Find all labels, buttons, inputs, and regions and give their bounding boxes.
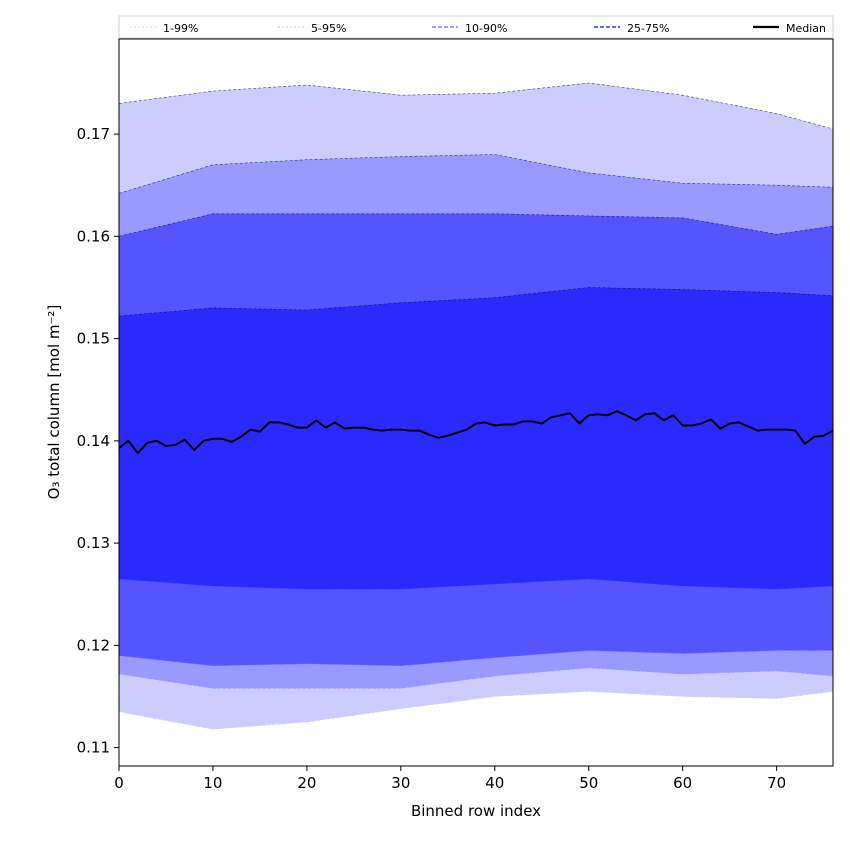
x-tick-label: 50 [579, 774, 598, 792]
y-tick-label: 0.17 [77, 125, 110, 143]
band-4-lower-edge [118, 578, 834, 590]
legend-label: 10-90% [465, 22, 507, 35]
y-tick-label: 0.16 [77, 227, 110, 245]
band-4-fill [119, 287, 833, 590]
band-1-upper-edge [118, 82, 834, 130]
legend-label: 5-95% [311, 22, 346, 35]
band-3-upper-edge [118, 213, 834, 237]
y-axis-label: O₃ total column [mol m⁻²] [45, 305, 63, 500]
y-axis-ticks: 0.11 0.12 0.13 0.14 0.15 0.16 0.17 [77, 125, 119, 757]
legend-box [118, 15, 834, 39]
x-tick-label: 60 [673, 774, 692, 792]
x-axis-ticks: 0 10 20 30 40 50 60 70 [114, 766, 786, 792]
y-tick-label: 0.11 [77, 739, 110, 757]
y-tick-label: 0.15 [77, 330, 110, 348]
y-tick-label: 0.13 [77, 534, 110, 552]
y-tick-label: 0.12 [77, 636, 110, 654]
legend-label: Median [786, 22, 826, 35]
band-3-lower-edge [118, 650, 833, 667]
x-tick-label: 10 [203, 774, 222, 792]
plot-frame [118, 38, 834, 767]
x-tick-label: 0 [114, 774, 124, 792]
band-2-upper-edge [118, 154, 834, 194]
y-tick-label: 0.14 [77, 432, 110, 450]
band-4-upper-edge [118, 287, 834, 317]
x-tick-label: 40 [485, 774, 504, 792]
x-tick-label: 20 [297, 774, 316, 792]
series-median-line [118, 410, 834, 455]
x-tick-label: 70 [767, 774, 786, 792]
legend-label: 1-99% [163, 22, 198, 35]
band-1-lower-edge [118, 691, 834, 730]
x-tick-label: 30 [391, 774, 410, 792]
bands-layer [118, 82, 834, 730]
median-layer [118, 410, 834, 455]
legend: 1-99% 5-95% 10-90% 25-75% Median [118, 15, 834, 39]
band-2-lower-edge [118, 667, 834, 689]
x-axis-label: Binned row index [411, 802, 541, 820]
legend-label: 25-75% [627, 22, 669, 35]
